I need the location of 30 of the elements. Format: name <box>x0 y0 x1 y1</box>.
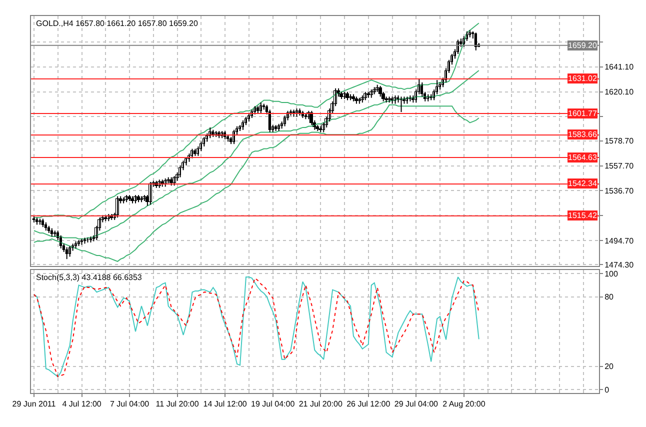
chart-title: Stoch(5,3,3) 43.4188 66.6353 <box>36 273 142 282</box>
ref-line-label: 1515.42 <box>568 211 598 220</box>
x-tick-label: 7 Jul 04:00 <box>110 400 150 409</box>
x-tick-label: 29 Jun 2011 <box>12 400 56 409</box>
y-tick-label: 1474.30 <box>604 260 634 270</box>
x-tick-label: 2 Aug 20:00 <box>442 400 486 409</box>
ref-line-label: 1631.02 <box>568 74 598 83</box>
y-tick-label: 1536.70 <box>604 186 634 196</box>
ref-line-label: 1583.66 <box>568 130 598 139</box>
y-tick-label: 0 <box>604 385 610 394</box>
y-tick-label: 1578.70 <box>604 136 634 146</box>
x-tick-label: 19 Jul 04:00 <box>251 400 296 409</box>
x-tick-label: 11 Jul 20:00 <box>156 400 200 409</box>
y-tick-label: 1557.70 <box>604 162 634 171</box>
ref-line-label: 1601.77 <box>568 109 598 118</box>
x-tick-label: 4 Jul 12:00 <box>62 400 102 409</box>
x-tick-label: 21 Jul 20:00 <box>298 400 343 409</box>
y-tick-label: 100 <box>604 269 618 278</box>
ref-line-label: 1659.20 <box>568 41 598 50</box>
ref-line-label: 1542.34 <box>568 179 598 188</box>
x-tick-label: 14 Jul 12:00 <box>203 400 248 409</box>
y-tick-label: 20 <box>604 362 614 372</box>
y-tick-label: 80 <box>604 292 614 302</box>
chart-title: GOLD.,H4 1657.80 1661.20 1657.80 1659.20 <box>36 19 198 28</box>
y-tick-label: 1494.70 <box>604 236 634 246</box>
x-tick-label: 29 Jul 04:00 <box>394 400 439 409</box>
ref-line-label: 1564.63 <box>568 153 598 162</box>
x-tick-label: 26 Jul 12:00 <box>346 400 391 409</box>
y-tick-label: 1641.10 <box>604 62 634 72</box>
y-tick-label: 1620.10 <box>604 88 634 97</box>
